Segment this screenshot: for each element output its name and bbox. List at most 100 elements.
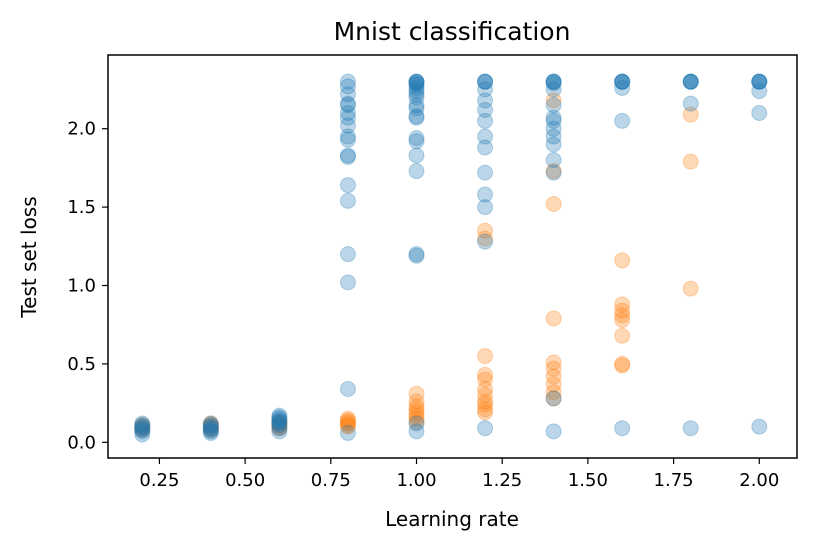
series-blue-point [614, 420, 631, 437]
series-blue-point [408, 133, 425, 150]
series-orange-point [339, 415, 356, 432]
series-orange-point [339, 418, 356, 435]
series-orange-point [339, 413, 356, 430]
series-orange-point [408, 413, 425, 430]
series-orange-point [477, 381, 494, 397]
series-blue-point [339, 78, 356, 95]
series-orange-point [477, 393, 494, 410]
series-blue-point [271, 423, 288, 440]
series-orange-point [614, 355, 631, 372]
series-blue-point [614, 79, 631, 96]
series-blue-point [408, 423, 425, 440]
series-blue-point [614, 73, 631, 90]
series-blue-point [339, 131, 356, 148]
series-orange-point [682, 280, 699, 297]
series-blue-point [545, 152, 562, 169]
series-blue-point [134, 423, 151, 440]
series-blue-point [477, 139, 494, 156]
series-blue-point [134, 426, 151, 443]
series-orange-point [682, 106, 699, 123]
series-blue-point [477, 420, 494, 437]
series-orange-point [477, 387, 494, 404]
series-blue-point [408, 130, 425, 147]
series-orange-point [477, 230, 494, 247]
x-axis: 0.25 0.50 0.75 1.00 1.25 1.50 1.75 2.00 [139, 458, 779, 491]
series-orange-point [339, 412, 356, 429]
series-blue-point [408, 89, 425, 106]
series-orange-point [614, 252, 631, 269]
series-blue-point [202, 421, 219, 438]
series-blue-point [614, 73, 631, 90]
series-blue-point [545, 112, 562, 129]
series-blue-point [408, 79, 425, 96]
series-blue-point [477, 233, 494, 250]
series-blue-point [682, 73, 699, 90]
series-blue-point [202, 417, 219, 434]
x-tick-label: 1.50 [568, 470, 608, 491]
series-orange-point [408, 410, 425, 427]
series-blue-point [202, 415, 219, 432]
plot-frame [107, 54, 798, 459]
series-blue-point [408, 73, 425, 90]
series-orange-point [545, 360, 562, 377]
series-blue-point [477, 186, 494, 203]
series-orange-point [134, 421, 151, 438]
series-orange-point [271, 415, 288, 432]
series-orange-point [134, 418, 151, 435]
series-blue-point [751, 73, 768, 90]
series-blue-point [408, 100, 425, 117]
series-blue-point [477, 112, 494, 129]
series-blue-point [271, 407, 288, 424]
series-blue-point [339, 192, 356, 209]
series-blue-point [545, 164, 562, 181]
series-blue-point [202, 424, 219, 441]
series-blue-point [682, 420, 699, 437]
series-orange-point [202, 415, 219, 432]
series-orange-point [408, 398, 425, 415]
series-blue-point [545, 73, 562, 90]
y-axis: 0.0 0.5 1.0 1.5 2.0 [67, 119, 108, 453]
series-blue-point [339, 109, 356, 126]
series-blue-point [477, 81, 494, 98]
series-blue-point [271, 409, 288, 426]
series-blue-point [751, 73, 768, 90]
series-orange-point [614, 296, 631, 313]
series-blue-point [339, 246, 356, 263]
series-blue-point [339, 128, 356, 145]
series-blue-point [682, 95, 699, 112]
series-orange-point [545, 92, 562, 109]
series-orange-point [614, 357, 631, 374]
series-orange-point [545, 376, 562, 393]
series-blue-point [545, 97, 562, 114]
series-orange-point [477, 366, 494, 383]
series-orange-point [682, 153, 699, 170]
series-blue-point [408, 73, 425, 90]
series-blue-point [134, 415, 151, 432]
series-blue-point [271, 415, 288, 432]
series-blue-point [545, 73, 562, 90]
y-tick-label: 0.0 [67, 432, 96, 453]
series-blue-point [408, 163, 425, 180]
series-blue-point [408, 246, 425, 263]
series-orange-point [408, 407, 425, 424]
series-blue-point [339, 73, 356, 90]
series-blue-point [134, 420, 151, 437]
series-blue-point [339, 177, 356, 194]
series-blue-point [408, 75, 425, 92]
series-blue-point [339, 424, 356, 441]
x-tick-label: 1.00 [396, 470, 436, 491]
series-blue-point [682, 73, 699, 90]
x-axis-label: Learning rate [385, 507, 519, 531]
series-blue-point [408, 76, 425, 93]
series-blue-point [545, 136, 562, 153]
series-blue-point [271, 420, 288, 437]
x-tick-label: 1.75 [654, 470, 694, 491]
points-layer [134, 73, 768, 443]
series-blue-point [271, 412, 288, 429]
series-blue-point [339, 97, 356, 114]
series-orange-point [339, 417, 356, 434]
x-tick-label: 0.50 [225, 470, 265, 491]
series-orange-point [134, 420, 151, 437]
series-blue-point [339, 147, 356, 164]
